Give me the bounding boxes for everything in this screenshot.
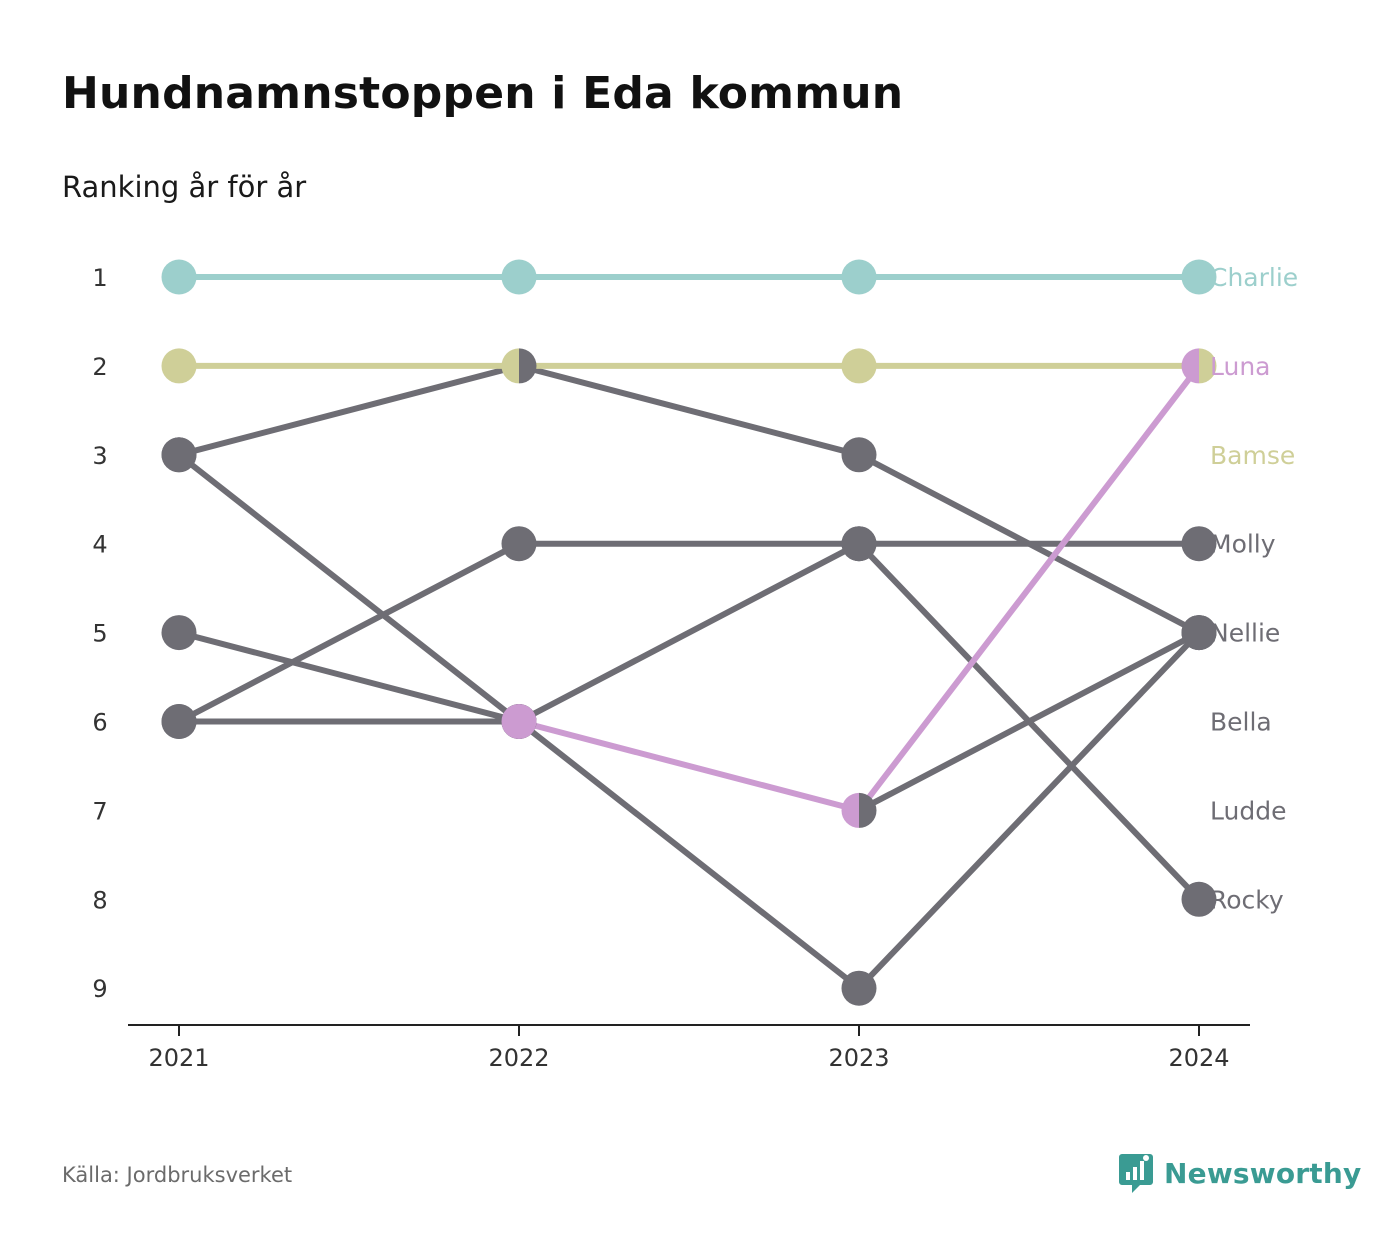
newsworthy-logo[interactable]: Newsworthy: [1118, 1152, 1361, 1194]
x-tick-label: 2021: [148, 1044, 209, 1072]
y-tick-label: 8: [92, 886, 107, 914]
end-label-bamse: Bamse: [1210, 441, 1295, 470]
marker-unnamed-5-2024: [1181, 615, 1217, 651]
x-tick-label: 2022: [488, 1044, 549, 1072]
brand-name: Newsworthy: [1164, 1156, 1362, 1190]
marker-rocky-2021: [161, 437, 197, 473]
chart-subtitle: Ranking år för år: [62, 170, 307, 204]
marker-nellie-2023: [841, 437, 877, 473]
split-marker-left-2023: [841, 792, 859, 828]
series-line-ludde: [176, 540, 1202, 903]
marker-ludde-2024: [1181, 881, 1217, 917]
x-tick-label: 2024: [1168, 1044, 1229, 1072]
marker-bella-2021: [161, 615, 197, 651]
marker-charlie-2023: [841, 259, 877, 295]
source-note: Källa: Jordbruksverket: [62, 1163, 293, 1187]
y-tick-label: 6: [92, 709, 107, 737]
marker-charlie-2021: [161, 259, 197, 295]
marker-molly-2022: [501, 526, 537, 562]
newsworthy-chat-chart-icon: [1119, 1154, 1153, 1193]
y-tick-label: 9: [92, 975, 107, 1003]
split-marker-right-2024: [1199, 348, 1217, 384]
marker-ludde-2021: [161, 704, 197, 739]
marker-bamse-2023: [841, 348, 877, 384]
y-tick-label: 1: [92, 264, 107, 292]
series-line-nellie: [176, 362, 1202, 636]
split-marker-right-2022: [519, 348, 537, 384]
end-label-bella: Bella: [1210, 708, 1272, 737]
y-tick-label: 3: [92, 442, 107, 470]
x-tick-label: 2023: [828, 1044, 889, 1072]
marker-charlie-2024: [1181, 259, 1217, 295]
series-line-bella: [176, 629, 522, 725]
split-marker-left-2022: [501, 348, 519, 384]
marker-bamse-2021: [161, 348, 197, 384]
end-label-luna: Luna: [1210, 352, 1271, 381]
y-tick-label: 4: [92, 531, 107, 559]
marker-ludde-2023: [841, 526, 877, 562]
end-label-molly: Molly: [1210, 530, 1276, 559]
split-marker-right-2023: [859, 792, 877, 828]
end-label-rocky: Rocky: [1210, 885, 1284, 914]
series-line-rocky: [176, 451, 1202, 992]
chart-title: Hundnamnstoppen i Eda kommun: [62, 68, 904, 119]
y-tick-label: 2: [92, 353, 107, 381]
end-label-ludde: Ludde: [1210, 796, 1286, 825]
end-label-charlie: Charlie: [1210, 263, 1298, 292]
series-line-luna: [516, 362, 1202, 814]
y-tick-label: 5: [92, 620, 107, 648]
series-line-unnamed-5: [856, 629, 1202, 814]
end-label-nellie: Nellie: [1210, 619, 1280, 648]
marker-rocky-2023: [841, 970, 877, 1006]
split-marker-left-2024: [1181, 348, 1199, 384]
marker-luna-2022: [501, 704, 537, 739]
marker-charlie-2022: [501, 259, 537, 295]
marker-molly-2024: [1181, 526, 1217, 562]
y-tick-label: 7: [92, 797, 107, 825]
